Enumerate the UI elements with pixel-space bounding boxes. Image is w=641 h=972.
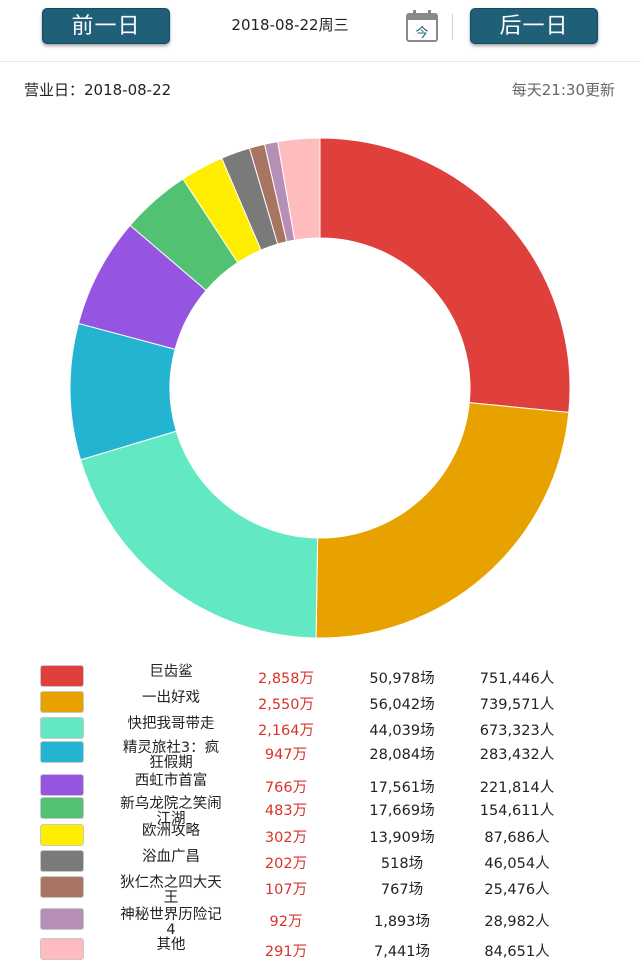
attendance: 25,476人 bbox=[484, 882, 550, 898]
legend-color-swatch bbox=[40, 665, 84, 687]
prev-day-button[interactable]: 前一日 bbox=[42, 8, 170, 44]
box-office: 2,164万 bbox=[257, 723, 314, 739]
movie-name: 一出好戏 bbox=[142, 690, 200, 706]
movie-name: 新乌龙院之笑闹江湖 bbox=[120, 796, 222, 827]
box-office: 766万 bbox=[264, 780, 308, 796]
legend-row: 欧洲攻略 302万 13,909场 87,686人 bbox=[0, 822, 641, 848]
donut-slice bbox=[315, 402, 570, 639]
movie-name: 巨齿鲨 bbox=[149, 664, 193, 680]
movie-name: 神秘世界历险记4 bbox=[120, 907, 222, 938]
business-day-label: 营业日：2018-08-22 bbox=[24, 81, 172, 99]
movie-name: 快把我哥带走 bbox=[127, 716, 215, 732]
box-office: 107万 bbox=[264, 882, 308, 898]
donut-slice bbox=[319, 137, 571, 413]
attendance: 46,054人 bbox=[484, 856, 550, 872]
box-office: 483万 bbox=[264, 803, 308, 819]
legend-color-swatch bbox=[40, 938, 84, 960]
attendance: 28,982人 bbox=[484, 914, 550, 930]
legend-row: 神秘世界历险记4 92万 1,893场 28,982人 bbox=[0, 906, 641, 938]
show-count: 767场 bbox=[380, 882, 424, 898]
attendance: 751,446人 bbox=[479, 671, 555, 687]
legend-color-swatch bbox=[40, 876, 84, 898]
movie-name: 西虹市首富 bbox=[134, 773, 208, 789]
show-count: 50,978场 bbox=[369, 671, 435, 687]
today-label: 今 bbox=[415, 25, 428, 41]
show-count: 44,039场 bbox=[369, 723, 435, 739]
legend-row: 精灵旅社3：疯狂假期 947万 28,084场 283,432人 bbox=[0, 739, 641, 771]
movie-name: 狄仁杰之四大天王 bbox=[120, 875, 222, 906]
legend-row: 其他 291万 7,441场 84,651人 bbox=[0, 936, 641, 962]
box-office: 291万 bbox=[264, 944, 308, 960]
attendance: 283,432人 bbox=[479, 747, 555, 763]
update-note: 每天21:30更新 bbox=[511, 81, 615, 99]
movie-name: 浴血广昌 bbox=[142, 849, 200, 865]
box-office-donut-chart bbox=[69, 137, 571, 639]
legend-row: 快把我哥带走 2,164万 44,039场 673,323人 bbox=[0, 715, 641, 741]
legend-color-swatch bbox=[40, 691, 84, 713]
show-count: 1,893场 bbox=[373, 914, 430, 930]
legend-row: 浴血广昌 202万 518场 46,054人 bbox=[0, 848, 641, 874]
donut-slice bbox=[277, 137, 321, 241]
box-office: 92万 bbox=[269, 914, 303, 930]
show-count: 28,084场 bbox=[369, 747, 435, 763]
legend-row: 狄仁杰之四大天王 107万 767场 25,476人 bbox=[0, 874, 641, 906]
attendance: 673,323人 bbox=[479, 723, 555, 739]
legend-color-swatch bbox=[40, 797, 84, 819]
next-day-button[interactable]: 后一日 bbox=[470, 8, 598, 44]
attendance: 739,571人 bbox=[479, 697, 555, 713]
legend-row: 巨齿鲨 2,858万 50,978场 751,446人 bbox=[0, 663, 641, 689]
movie-name: 欧洲攻略 bbox=[142, 823, 200, 839]
legend-color-swatch bbox=[40, 774, 84, 796]
current-date-title: 2018-08-22周三 bbox=[231, 16, 349, 34]
divider bbox=[452, 14, 453, 40]
legend-row: 一出好戏 2,550万 56,042场 739,571人 bbox=[0, 689, 641, 715]
top-bar: 前一日 2018-08-22周三 今 后一日 bbox=[0, 0, 641, 62]
attendance: 221,814人 bbox=[479, 780, 555, 796]
legend-color-swatch bbox=[40, 850, 84, 872]
box-office: 2,858万 bbox=[257, 671, 314, 687]
attendance: 84,651人 bbox=[484, 944, 550, 960]
movie-name: 其他 bbox=[156, 937, 186, 953]
box-office: 302万 bbox=[264, 830, 308, 846]
show-count: 17,561场 bbox=[369, 780, 435, 796]
show-count: 56,042场 bbox=[369, 697, 435, 713]
legend-color-swatch bbox=[40, 908, 84, 930]
legend-color-swatch bbox=[40, 717, 84, 739]
calendar-today-icon[interactable]: 今 bbox=[404, 8, 440, 44]
legend-color-swatch bbox=[40, 741, 84, 763]
show-count: 13,909场 bbox=[369, 830, 435, 846]
box-office: 202万 bbox=[264, 856, 308, 872]
show-count: 518场 bbox=[380, 856, 424, 872]
attendance: 154,611人 bbox=[479, 803, 555, 819]
legend-color-swatch bbox=[40, 824, 84, 846]
movie-name: 精灵旅社3：疯狂假期 bbox=[122, 740, 220, 771]
show-count: 7,441场 bbox=[373, 944, 430, 960]
box-office: 947万 bbox=[264, 747, 308, 763]
attendance: 87,686人 bbox=[484, 830, 550, 846]
legend-row: 新乌龙院之笑闹江湖 483万 17,669场 154,611人 bbox=[0, 795, 641, 827]
donut-slice bbox=[79, 430, 319, 639]
legend-row: 西虹市首富 766万 17,561场 221,814人 bbox=[0, 772, 641, 798]
show-count: 17,669场 bbox=[369, 803, 435, 819]
box-office: 2,550万 bbox=[257, 697, 314, 713]
